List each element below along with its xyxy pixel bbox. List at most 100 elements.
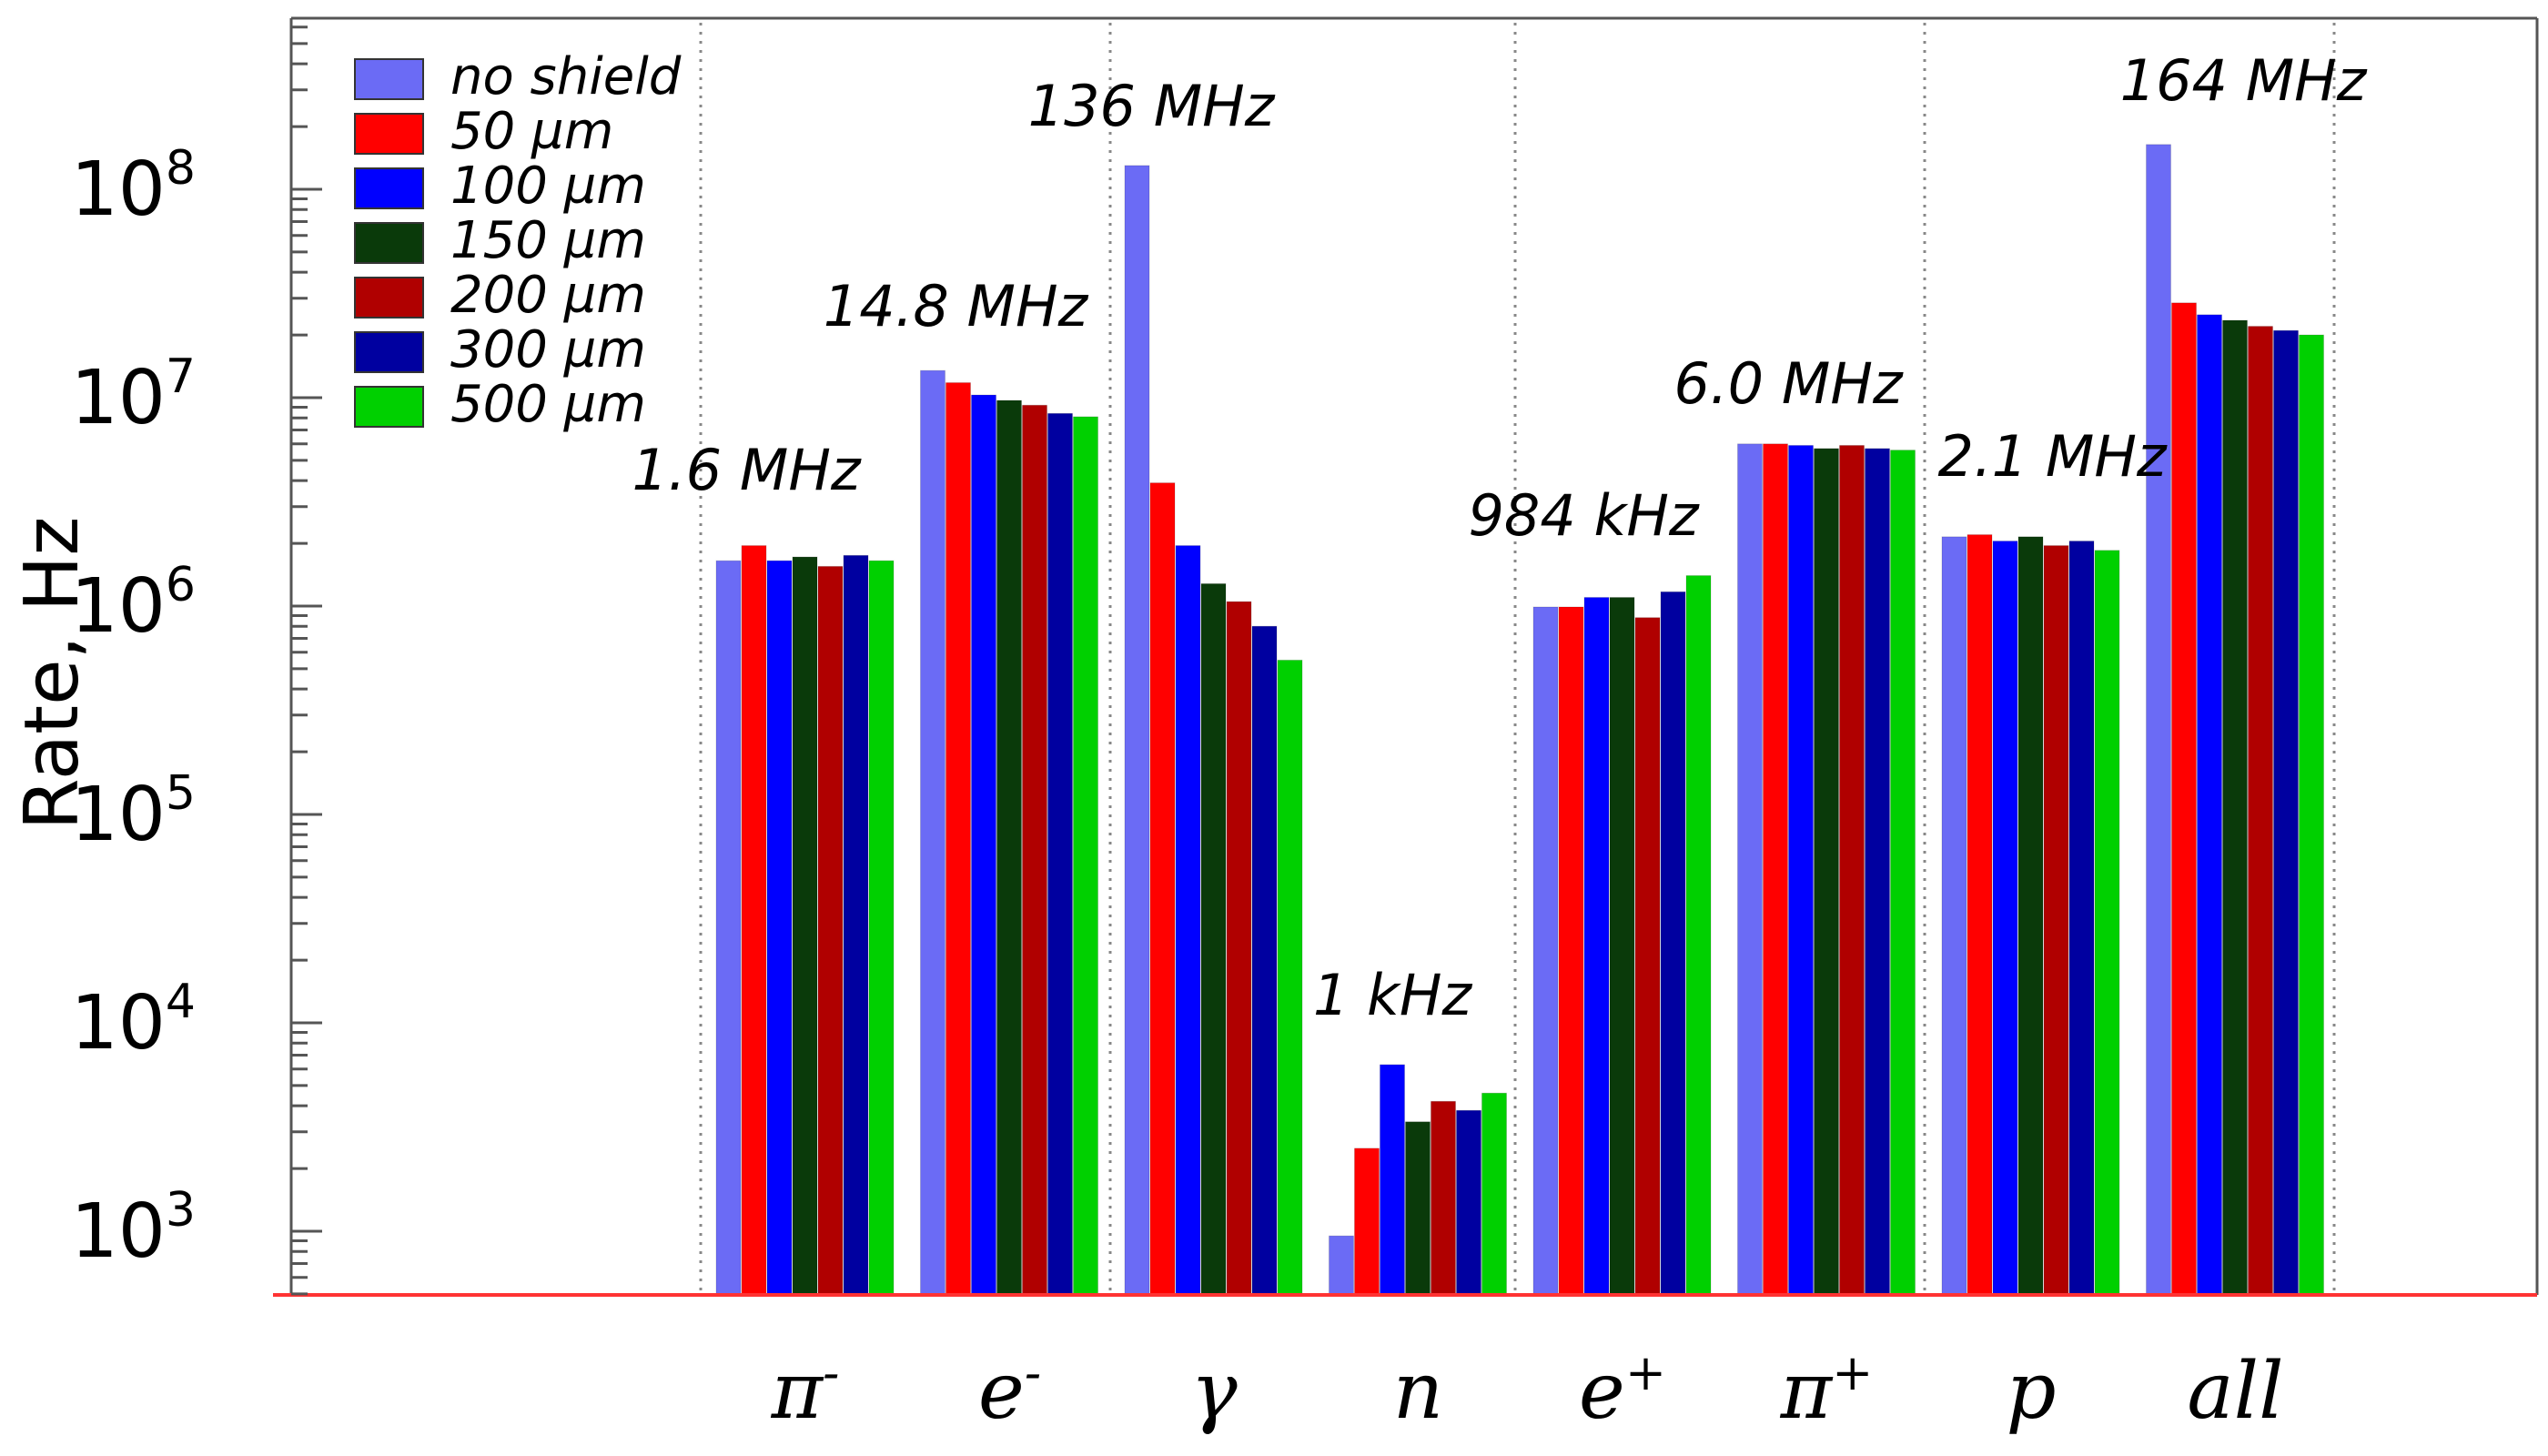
bar-7-2 (2197, 314, 2222, 1296)
category-label-sup-4: + (1625, 1344, 1666, 1401)
annotation-0: 1.6 MHz (632, 437, 862, 503)
annotation-2: 136 MHz (1028, 73, 1276, 139)
legend-swatch-1 (354, 113, 424, 155)
category-label-7: all (2187, 1346, 2283, 1437)
bar-1-1 (945, 382, 971, 1296)
y-tick-label-exp-1: 4 (166, 975, 196, 1029)
category-label-2: γ (1190, 1346, 1238, 1437)
legend-label-3: 150 µm (450, 211, 646, 270)
category-label-sup-1: - (1025, 1344, 1041, 1401)
bar-3-1 (1354, 1148, 1380, 1296)
category-label-sup-5: + (1832, 1344, 1873, 1401)
legend-swatch-6 (354, 386, 424, 428)
bar-7-6 (2299, 334, 2324, 1296)
bar-5-1 (1763, 443, 1788, 1296)
annotation-6: 2.1 MHz (1938, 423, 2168, 490)
bar-0-0 (715, 560, 742, 1296)
y-tick-label-0: 103 (71, 1183, 196, 1275)
bar-4-2 (1583, 597, 1610, 1296)
annotation-1: 14.8 MHz (824, 273, 1089, 339)
bar-7-0 (2146, 144, 2171, 1296)
bar-6-5 (2068, 541, 2095, 1296)
bar-1-6 (1073, 416, 1098, 1296)
bar-5-4 (1839, 444, 1865, 1296)
bar-7-1 (2171, 302, 2197, 1296)
category-label-6: p (2006, 1346, 2056, 1437)
legend-label-2: 100 µm (450, 157, 646, 216)
bar-4-4 (1634, 617, 1661, 1296)
bar-6-2 (1992, 541, 2018, 1296)
bar-1-4 (1022, 404, 1047, 1296)
category-labels: π-e-γ n e+ π+ p all (771, 1344, 2284, 1438)
bar-7-4 (2248, 326, 2273, 1296)
y-tick-label-exp-0: 3 (166, 1183, 196, 1238)
bar-1-2 (971, 394, 996, 1296)
y-axis-label: Rate, Hz (9, 517, 96, 831)
bar-3-3 (1405, 1121, 1431, 1296)
bar-4-5 (1660, 591, 1686, 1296)
bar-2-5 (1251, 625, 1278, 1296)
bar-1-3 (996, 399, 1022, 1296)
legend-swatch-3 (354, 222, 424, 264)
y-tick-label-exp-2: 5 (166, 766, 196, 821)
axes (273, 16, 2539, 1297)
category-label-3: n (1393, 1346, 1443, 1437)
category-separators (699, 23, 2336, 1295)
category-label-sup-0: - (823, 1344, 839, 1401)
bar-0-6 (868, 560, 895, 1296)
bar-4-0 (1532, 606, 1559, 1296)
bar-2-2 (1175, 545, 1201, 1296)
bar-2-3 (1200, 582, 1227, 1296)
legend-swatch-4 (354, 277, 424, 318)
legend-label-0: no shield (450, 47, 682, 106)
y-tick-label-exp-4: 7 (166, 349, 196, 404)
y-tick-label-exp-3: 6 (166, 558, 196, 612)
bar-0-4 (817, 565, 844, 1296)
bar-7-5 (2273, 329, 2299, 1296)
bar-4-3 (1609, 597, 1635, 1296)
bar-4-1 (1558, 606, 1584, 1296)
bar-5-5 (1865, 448, 1890, 1296)
bar-6-3 (2017, 536, 2044, 1296)
bar-5-2 (1788, 444, 1814, 1296)
bar-2-1 (1149, 482, 1176, 1296)
annotation-7: 164 MHz (2120, 47, 2368, 114)
legend-label-5: 300 µm (450, 320, 646, 379)
bar-6-6 (2094, 550, 2120, 1296)
legend-label-6: 500 µm (450, 375, 646, 434)
bar-0-2 (766, 560, 793, 1296)
bar-3-6 (1481, 1092, 1507, 1296)
legend-swatch-5 (354, 331, 424, 373)
legend-label-1: 50 µm (450, 102, 613, 161)
bar-0-5 (843, 554, 869, 1296)
bar-0-3 (792, 556, 818, 1296)
bar-5-0 (1737, 443, 1763, 1296)
bar-3-4 (1431, 1100, 1456, 1296)
bar-2-6 (1277, 659, 1303, 1296)
bar-5-6 (1890, 450, 1916, 1296)
bar-1-0 (920, 369, 945, 1296)
bar-0-1 (741, 545, 767, 1296)
legend-swatch-2 (354, 167, 424, 209)
bar-3-2 (1380, 1064, 1405, 1296)
bar-4-6 (1685, 575, 1712, 1296)
y-tick-label-exp-5: 8 (166, 141, 196, 196)
bar-3-5 (1456, 1109, 1481, 1296)
bar-1-5 (1047, 412, 1073, 1296)
bar-7-3 (2222, 319, 2248, 1296)
bar-2-4 (1226, 601, 1252, 1296)
bar-3-0 (1329, 1235, 1354, 1296)
rate-annotations: 1.6 MHz 14.8 MHz 136 MHz 1 kHz 984 kHz 6.0 MH… (632, 47, 2368, 1028)
annotation-4: 984 kHz (1468, 482, 1700, 549)
annotation-3: 1 kHz (1313, 962, 1473, 1028)
bar-5-3 (1814, 448, 1839, 1296)
bar-6-0 (1941, 536, 1967, 1296)
legend-swatch-0 (354, 58, 424, 100)
bar-2-0 (1124, 165, 1150, 1296)
legend-label-4: 200 µm (450, 266, 646, 325)
bar-6-1 (1967, 534, 1993, 1296)
bar-6-4 (2043, 545, 2069, 1296)
annotation-5: 6.0 MHz (1674, 350, 1904, 417)
